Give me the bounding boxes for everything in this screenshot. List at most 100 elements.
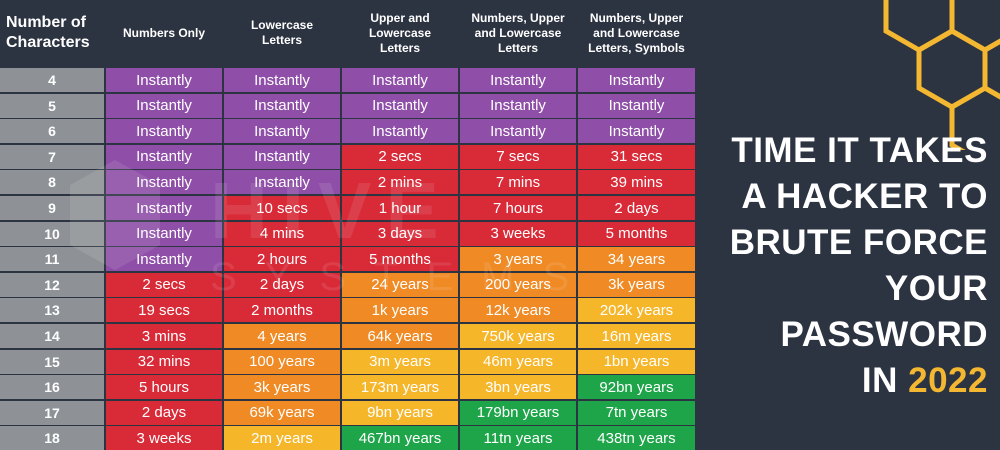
row-label-5: 5 <box>0 93 104 118</box>
table-cell: 467bn years <box>342 426 458 450</box>
table-cell: Instantly <box>106 144 222 169</box>
table-cell: 5 hours <box>106 375 222 400</box>
table-cell: Instantly <box>224 93 340 118</box>
table-cell: 1k years <box>342 298 458 323</box>
table-cell: 1 hour <box>342 196 458 220</box>
table-cell: Instantly <box>342 119 458 144</box>
table-cell: 34 years <box>578 247 695 272</box>
table-cell: 46m years <box>460 349 576 374</box>
table-cell: 2 days <box>224 272 340 297</box>
table-cell: 19 secs <box>106 298 222 323</box>
table-cell: Instantly <box>578 119 695 144</box>
row-label-4: 4 <box>0 68 104 92</box>
table-cell: 3bn years <box>460 375 576 400</box>
row-label-6: 6 <box>0 119 104 144</box>
table-cell: Instantly <box>106 119 222 144</box>
table-cell: 7 mins <box>460 170 576 195</box>
row-label-15: 15 <box>0 349 104 374</box>
table-cell: Instantly <box>460 93 576 118</box>
column-header-1: Numbers Only <box>122 25 206 40</box>
row-label-12: 12 <box>0 272 104 297</box>
table-cell: 3 mins <box>106 324 222 348</box>
table-cell: Instantly <box>106 221 222 246</box>
table-cell: Instantly <box>224 68 340 92</box>
table-cell: Instantly <box>578 68 695 92</box>
table-cell: Instantly <box>106 170 222 195</box>
table-cell: 5 months <box>342 247 458 272</box>
table-cell: 7 hours <box>460 196 576 220</box>
table-cell: 2m years <box>224 426 340 450</box>
table-cell: Instantly <box>106 68 222 92</box>
table-cell: Instantly <box>460 119 576 144</box>
column-header-2: Lowercase Letters <box>250 18 314 47</box>
table-cell: Instantly <box>224 144 340 169</box>
title-line-1: TIME IT TAKES <box>731 131 988 170</box>
title-line-6: IN 2022 <box>688 358 988 404</box>
row-label-11: 11 <box>0 247 104 272</box>
column-header-3: Upper and Lowercase Letters <box>368 10 432 55</box>
table-cell: 39 mins <box>578 170 695 195</box>
table-cell: 2 mins <box>342 170 458 195</box>
row-label-17: 17 <box>0 400 104 425</box>
row-label-16: 16 <box>0 375 104 400</box>
table-cell: 2 secs <box>342 144 458 169</box>
title-line-6-prefix: IN <box>861 361 898 400</box>
table-cell: 3 weeks <box>106 426 222 450</box>
row-label-13: 13 <box>0 298 104 323</box>
table-cell: 4 years <box>224 324 340 348</box>
hexagon-decoration-icon <box>883 0 1000 150</box>
table-cell: 7 secs <box>460 144 576 169</box>
table-cell: 173m years <box>342 375 458 400</box>
title-line-3: BRUTE FORCE <box>729 223 988 262</box>
table-cell: 16m years <box>578 324 695 348</box>
table-cell: 2 hours <box>224 247 340 272</box>
table-cell: 100 years <box>224 349 340 374</box>
table-cell: 179bn years <box>460 400 576 425</box>
title-line-5: PASSWORD <box>780 315 988 354</box>
table-cell: Instantly <box>106 93 222 118</box>
title-line-2: A HACKER TO <box>741 177 988 216</box>
table-cell: Instantly <box>342 93 458 118</box>
table-cell: 92bn years <box>578 375 695 400</box>
title-year: 2022 <box>908 361 988 400</box>
row-label-7: 7 <box>0 144 104 169</box>
table-cell: 438tn years <box>578 426 695 450</box>
row-label-10: 10 <box>0 221 104 246</box>
table-cell: 2 months <box>224 298 340 323</box>
table-cell: 200 years <box>460 272 576 297</box>
row-label-9: 9 <box>0 196 104 220</box>
table-cell: 3 days <box>342 221 458 246</box>
table-cell: 64k years <box>342 324 458 348</box>
table-cell: 3k years <box>224 375 340 400</box>
row-label-8: 8 <box>0 170 104 195</box>
title-line-4: YOUR <box>884 269 988 308</box>
row-label-18: 18 <box>0 426 104 450</box>
table-cell: 31 secs <box>578 144 695 169</box>
table-cell: 4 mins <box>224 221 340 246</box>
table-cell: 3 weeks <box>460 221 576 246</box>
infographic-title: TIME IT TAKES A HACKER TO BRUTE FORCE YO… <box>688 128 988 404</box>
row-label-14: 14 <box>0 324 104 348</box>
table-cell: Instantly <box>342 68 458 92</box>
table-cell: 24 years <box>342 272 458 297</box>
table-cell: 7tn years <box>578 400 695 425</box>
table-cell: 202k years <box>578 298 695 323</box>
table-cell: Instantly <box>460 68 576 92</box>
table-cell: 2 days <box>106 400 222 425</box>
table-cell: 1bn years <box>578 349 695 374</box>
column-header-4: Numbers, Upper and Lowercase Letters <box>471 10 565 55</box>
table-cell: 3 years <box>460 247 576 272</box>
column-header-0: Number of Characters <box>6 14 90 51</box>
table-cell: Instantly <box>224 170 340 195</box>
table-cell: 2 secs <box>106 272 222 297</box>
table-cell: 11tn years <box>460 426 576 450</box>
table-cell: 750k years <box>460 324 576 348</box>
table-cell: 69k years <box>224 400 340 425</box>
table-cell: 3k years <box>578 272 695 297</box>
table-cell: 5 months <box>578 221 695 246</box>
table-cell: Instantly <box>106 247 222 272</box>
table-cell: Instantly <box>224 119 340 144</box>
table-cell: 9bn years <box>342 400 458 425</box>
table-cell: 32 mins <box>106 349 222 374</box>
